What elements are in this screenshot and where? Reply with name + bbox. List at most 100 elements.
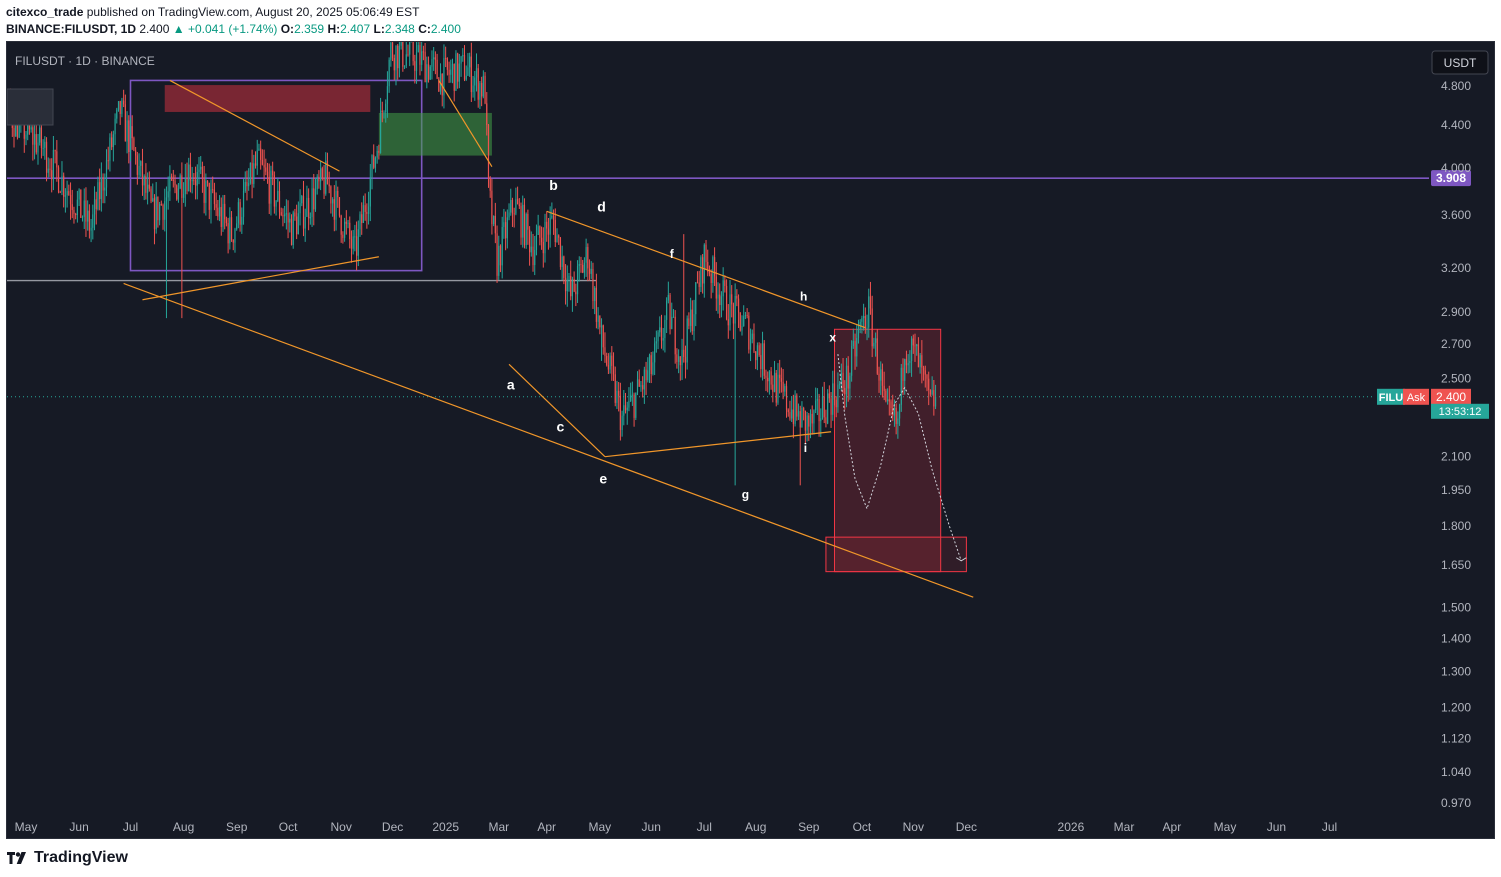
candle-body [398, 45, 401, 69]
candle-body [710, 273, 712, 283]
candle-body [277, 190, 279, 201]
price-change: +0.041 (+1.74%) [187, 22, 278, 36]
candle-body [265, 167, 267, 172]
candle-body [206, 180, 209, 184]
candle-body [123, 100, 125, 105]
currency-button[interactable] [1431, 50, 1489, 75]
candle-body [457, 53, 459, 82]
x-axis-tick-label: Jul [1322, 820, 1337, 834]
candle-body [863, 316, 865, 319]
candle-body [54, 150, 56, 152]
candle-body [712, 257, 714, 283]
candle-body [643, 369, 645, 390]
collapsed-legend-widget[interactable] [7, 88, 54, 126]
candle-body [830, 398, 832, 415]
candle-body [40, 127, 43, 148]
candle-body [642, 385, 644, 390]
candle-body [691, 309, 693, 332]
supply-zone-box [164, 85, 371, 112]
candle-body [469, 56, 471, 68]
candle-body [696, 282, 699, 284]
candle-body [177, 188, 180, 200]
candle-body [194, 180, 197, 186]
author-name[interactable]: citexco_trade [6, 5, 84, 19]
y-axis-tick-label: 3.200 [1441, 261, 1471, 275]
candle-body [662, 338, 664, 341]
candle-body [47, 168, 49, 173]
candle-body [558, 235, 560, 238]
candle-body [450, 69, 452, 75]
candle-body [549, 217, 551, 235]
candle-body [559, 237, 562, 267]
projection-arrow-icon [955, 557, 967, 562]
y-axis-tick-label: 0.970 [1441, 796, 1471, 810]
candle-body [707, 261, 709, 272]
candle-body [818, 398, 820, 422]
candle-body [189, 164, 192, 181]
candle-body [700, 257, 702, 287]
candle-body [606, 355, 608, 365]
candle-body [119, 101, 121, 114]
candle-body [218, 207, 221, 217]
candle-body [73, 210, 75, 215]
candle-body [486, 103, 488, 126]
candle-body [326, 160, 329, 185]
candle-body [777, 374, 779, 403]
candle-body [424, 51, 426, 83]
candle-body [436, 59, 438, 79]
candle-body [845, 365, 848, 395]
y-axis-tick-label: 1.300 [1441, 665, 1471, 679]
x-axis-tick-label: Nov [331, 820, 352, 834]
candle-body [474, 77, 476, 86]
candle-body [626, 407, 628, 411]
candle-body [640, 385, 642, 387]
candle-body [463, 54, 466, 80]
candle-body [292, 212, 294, 246]
candle-body [684, 356, 687, 363]
candle-body [37, 142, 39, 153]
candle-body [645, 369, 647, 381]
candle-body [919, 355, 921, 368]
range-box [129, 79, 423, 272]
candle-body [256, 150, 258, 166]
candle-body [518, 204, 520, 207]
candle-body [564, 277, 567, 292]
candle-body [734, 295, 736, 324]
wave-label: f [670, 247, 675, 261]
candle-body [352, 236, 354, 249]
candle-body [364, 205, 366, 212]
candle-body [246, 181, 248, 187]
candle-body [755, 351, 757, 361]
candle-body [611, 355, 613, 366]
candle-body [498, 245, 500, 276]
candle-body [371, 155, 373, 178]
footer-brand[interactable]: TradingView [6, 848, 128, 868]
candle-body [80, 189, 82, 218]
candle-body [773, 372, 776, 392]
candle-body [832, 383, 834, 415]
y-axis-tick-label: 2.900 [1441, 305, 1471, 319]
candle-body [621, 415, 623, 430]
candle-body [462, 54, 464, 57]
candle-body [347, 222, 349, 224]
candle-body [825, 417, 827, 424]
candle-body [513, 213, 515, 215]
candle-body [650, 355, 652, 375]
level-price-tag [1431, 170, 1471, 187]
candle-body [157, 196, 159, 221]
candle-body [81, 216, 84, 218]
candle-body [446, 58, 448, 70]
candle-body [350, 239, 353, 249]
candle-body [237, 202, 239, 224]
candle-body [282, 215, 284, 217]
chart-frame[interactable]: 3.908 a b c d e f g h i x FILU Ask 2.400 13:53:12 4.8… [6, 41, 1495, 839]
candle-body [922, 367, 925, 371]
candle-body [688, 318, 690, 326]
candle-body [415, 52, 418, 71]
candle-body [883, 385, 885, 391]
candle-body [813, 410, 815, 424]
price-chart[interactable]: 3.908 a b c d e f g h i x FILU Ask 2.400 13:53:12 4.8… [7, 42, 1495, 839]
candle-body [373, 155, 375, 168]
candle-body [667, 294, 669, 301]
candle-body [114, 118, 116, 135]
